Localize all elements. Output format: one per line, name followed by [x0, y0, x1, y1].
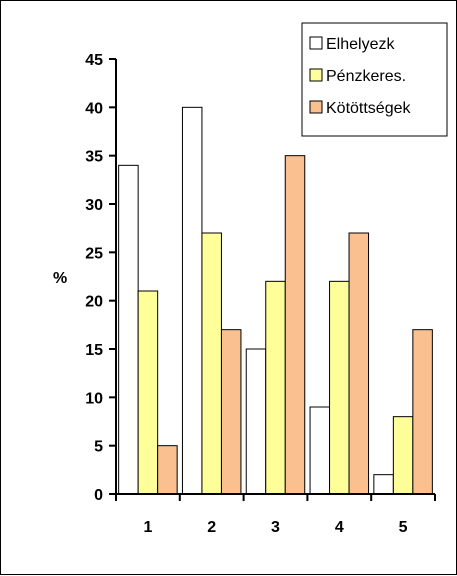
legend-label-0: Elhelyezk [326, 36, 395, 53]
x-tick-label-1: 1 [143, 519, 152, 536]
bar-elhelyezk-cat-5 [373, 474, 394, 495]
x-tick-label-5: 5 [399, 519, 408, 536]
axes-layer [109, 58, 436, 501]
x-tick-label-3: 3 [271, 519, 280, 536]
x-tick-label-4: 4 [335, 519, 344, 536]
y-tick-label-25: 25 [85, 245, 103, 262]
y-tick-label-45: 45 [85, 52, 103, 69]
bar-k-t-tts-gek-cat-5 [412, 329, 433, 495]
bars-layer [118, 106, 433, 495]
bar-k-t-tts-gek-cat-1 [157, 445, 178, 495]
y-tick-label-10: 10 [85, 390, 103, 407]
bar-p-nzkeres--cat-1 [137, 290, 159, 495]
legend: Elhelyezk Pénzkeres. Kötöttségek [301, 22, 448, 137]
bar-p-nzkeres--cat-2 [201, 232, 222, 495]
y-tick-label-30: 30 [85, 197, 103, 214]
bar-k-t-tts-gek-cat-4 [348, 232, 370, 495]
bar-elhelyezk-cat-1 [118, 164, 139, 495]
bar-elhelyezk-cat-4 [309, 406, 331, 495]
x-tick-label-2: 2 [207, 519, 216, 536]
bar-p-nzkeres--cat-5 [392, 416, 414, 495]
bar-k-t-tts-gek-cat-2 [220, 329, 242, 495]
y-tick-label-0: 0 [94, 487, 103, 504]
y-tick-label-15: 15 [85, 342, 103, 359]
y-tick-label-40: 40 [85, 100, 103, 117]
legend-swatch-2 [309, 100, 323, 114]
legend-swatch-1 [309, 68, 323, 82]
bar-p-nzkeres--cat-4 [329, 280, 350, 495]
bar-elhelyezk-cat-2 [181, 106, 203, 495]
bar-k-t-tts-gek-cat-3 [284, 155, 306, 495]
legend-label-2: Kötöttségek [326, 100, 412, 117]
legend-swatch-0 [309, 36, 323, 50]
bar-elhelyezk-cat-3 [245, 348, 267, 495]
y-tick-label-35: 35 [85, 149, 103, 166]
y-tick-label-20: 20 [85, 294, 103, 311]
y-tick-label-5: 5 [94, 439, 103, 456]
bar-p-nzkeres--cat-3 [265, 280, 286, 495]
legend-box [301, 22, 448, 137]
y-axis-label: % [53, 270, 67, 287]
legend-label-1: Pénzkeres. [326, 68, 406, 85]
